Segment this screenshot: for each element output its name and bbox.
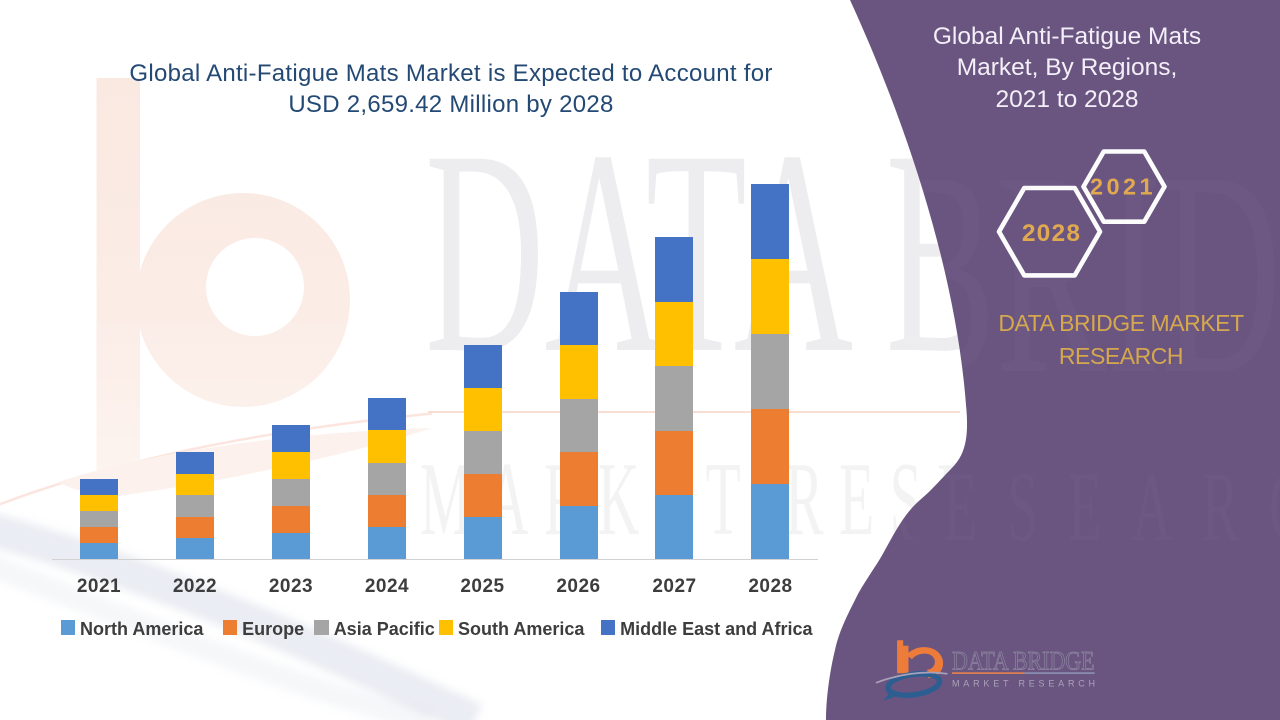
svg-text:MARKET RESEARCH: MARKET RESEARCH xyxy=(952,678,1099,688)
svg-text:2028: 2028 xyxy=(1022,220,1081,247)
svg-text:DATA BRIDGE: DATA BRIDGE xyxy=(952,647,1095,676)
svg-text:2021: 2021 xyxy=(1090,174,1156,200)
svg-text:MARKET RESEARCH: MARKET RESEARCH xyxy=(420,452,1280,562)
